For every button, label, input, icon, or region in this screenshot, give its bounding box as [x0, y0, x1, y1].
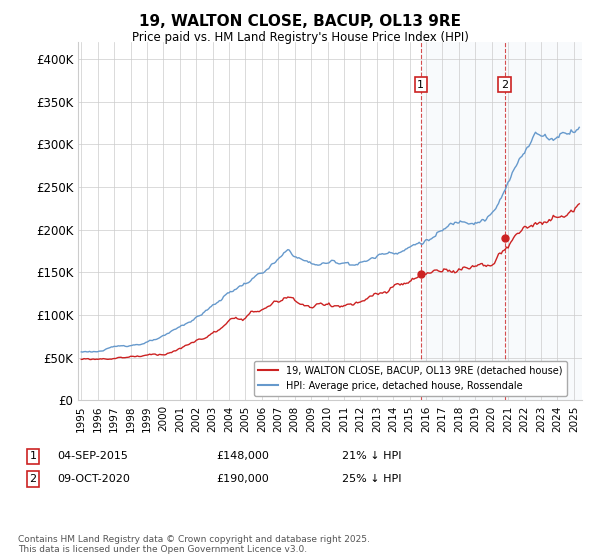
Text: £148,000: £148,000: [216, 451, 269, 461]
Bar: [505, 42, 582, 400]
Text: 25% ↓ HPI: 25% ↓ HPI: [342, 474, 401, 484]
Text: 2: 2: [29, 474, 37, 484]
Bar: [421, 42, 505, 400]
Text: Price paid vs. HM Land Registry's House Price Index (HPI): Price paid vs. HM Land Registry's House …: [131, 31, 469, 44]
Legend: 19, WALTON CLOSE, BACUP, OL13 9RE (detached house), HPI: Average price, detached: 19, WALTON CLOSE, BACUP, OL13 9RE (detac…: [254, 361, 567, 395]
Text: Contains HM Land Registry data © Crown copyright and database right 2025.
This d: Contains HM Land Registry data © Crown c…: [18, 535, 370, 554]
Text: 1: 1: [417, 80, 424, 90]
Text: 19, WALTON CLOSE, BACUP, OL13 9RE: 19, WALTON CLOSE, BACUP, OL13 9RE: [139, 14, 461, 29]
Text: 04-SEP-2015: 04-SEP-2015: [57, 451, 128, 461]
Text: 1: 1: [29, 451, 37, 461]
Text: 09-OCT-2020: 09-OCT-2020: [57, 474, 130, 484]
Text: 2: 2: [501, 80, 508, 90]
Text: 21% ↓ HPI: 21% ↓ HPI: [342, 451, 401, 461]
Text: £190,000: £190,000: [216, 474, 269, 484]
